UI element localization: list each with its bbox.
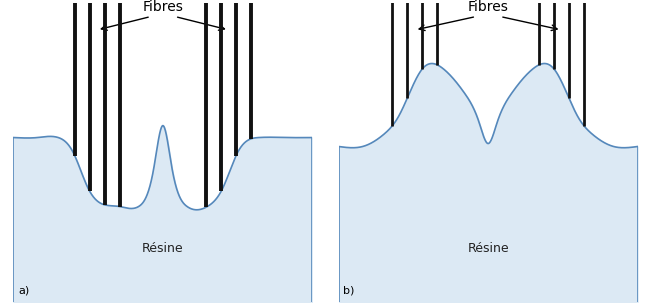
Text: Fibres: Fibres bbox=[467, 0, 508, 13]
Text: b): b) bbox=[343, 286, 355, 296]
Text: a): a) bbox=[18, 286, 29, 296]
Text: Résine: Résine bbox=[467, 242, 509, 255]
Text: Fibres: Fibres bbox=[143, 0, 184, 13]
Text: Résine: Résine bbox=[142, 242, 184, 255]
